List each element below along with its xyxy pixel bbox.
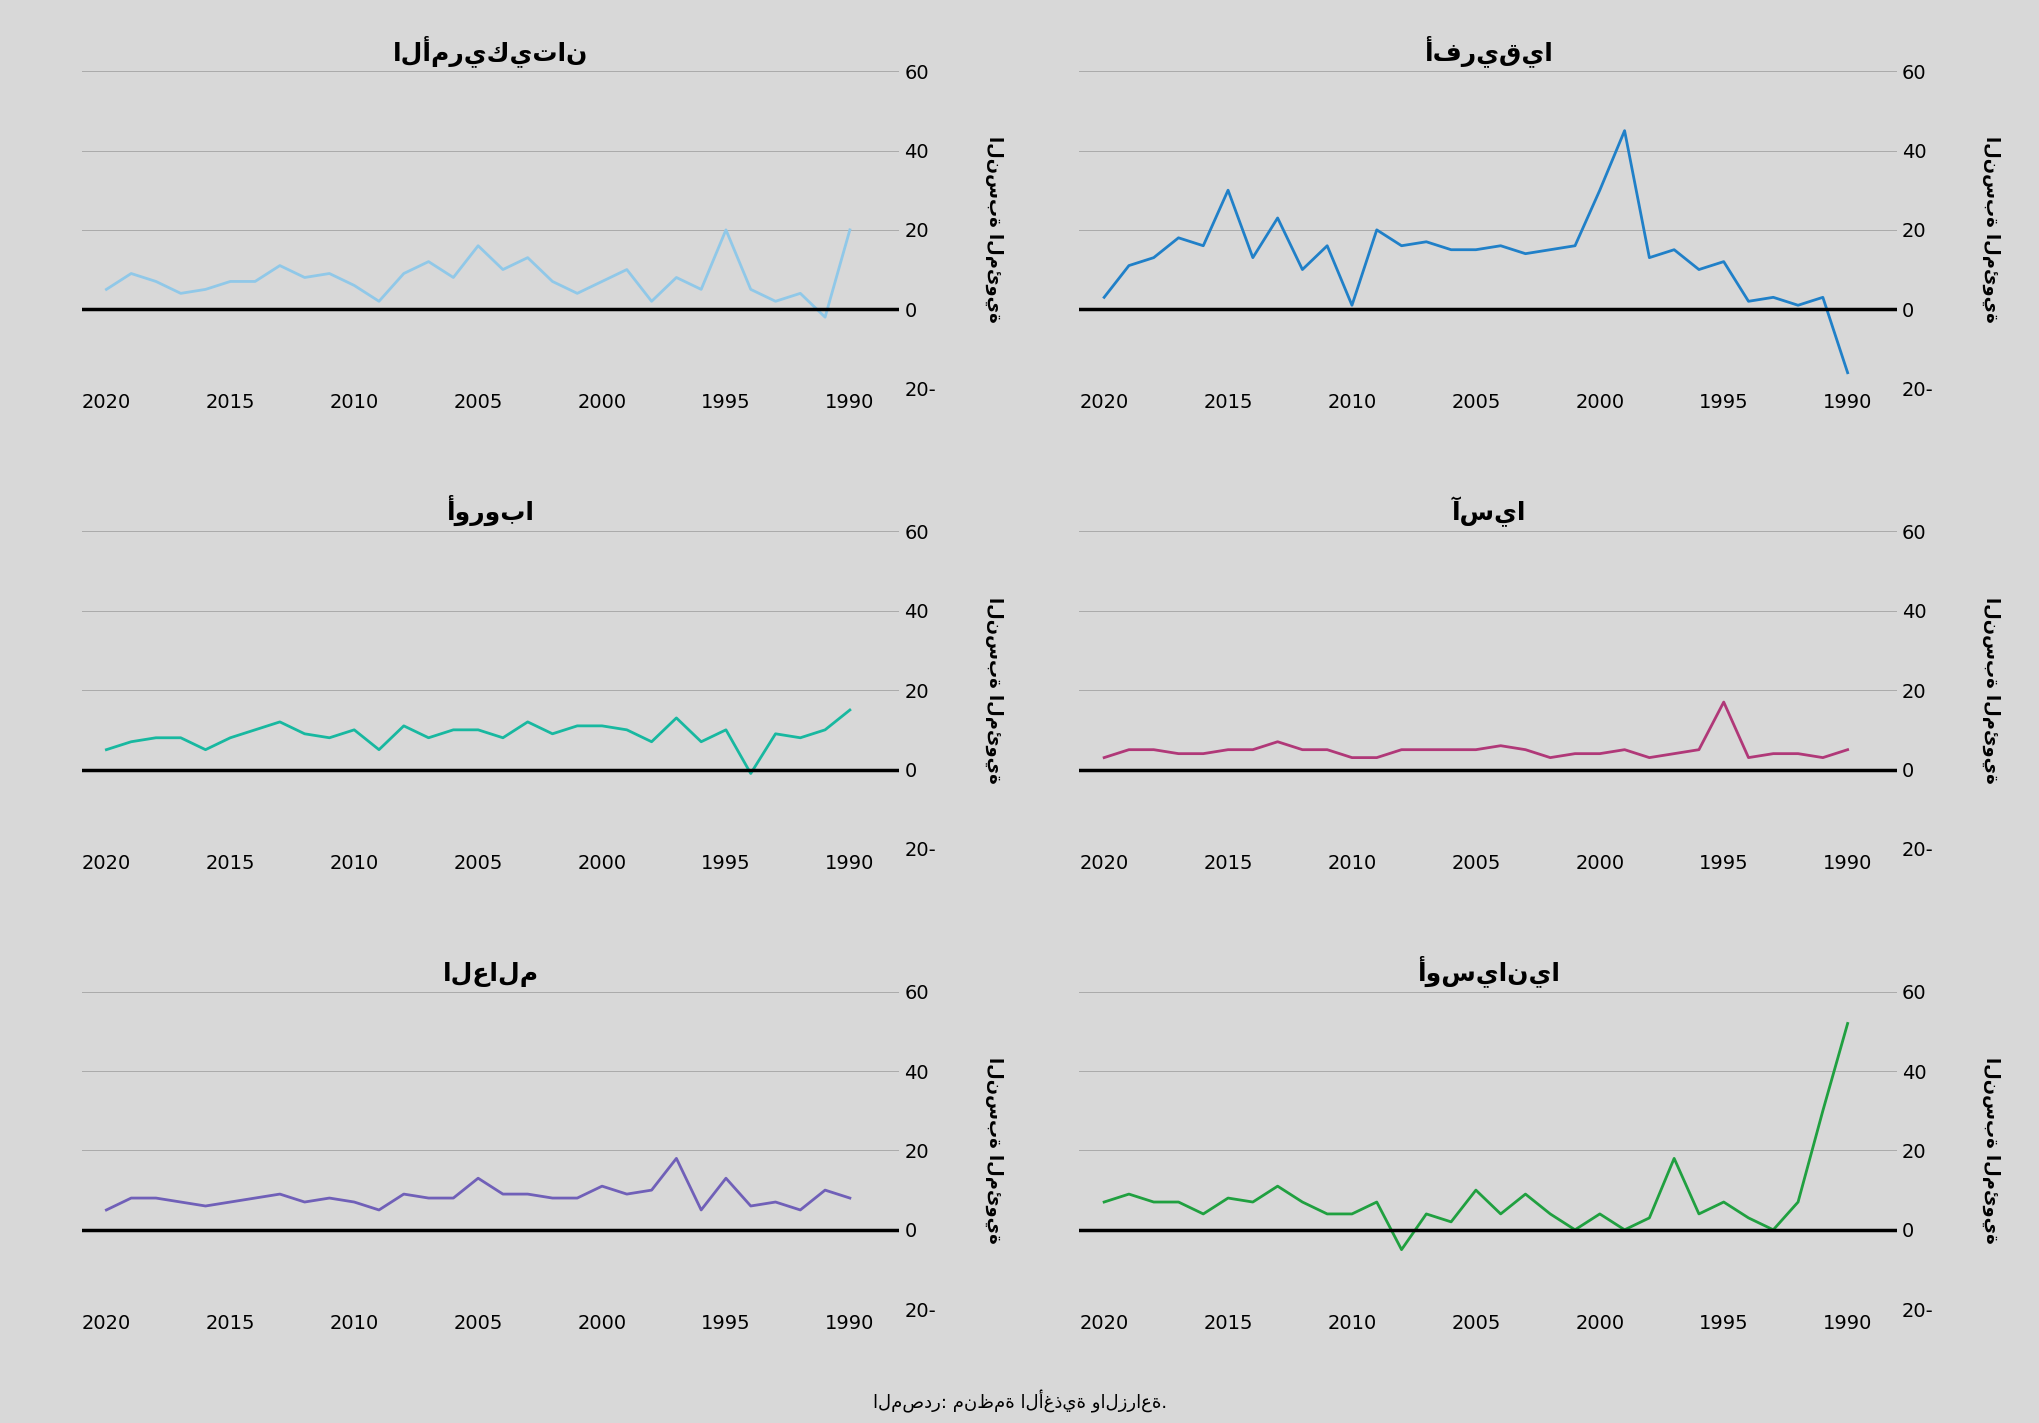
Title: العالم: العالم bbox=[442, 962, 538, 986]
Title: أوسيانيا: أوسيانيا bbox=[1417, 956, 1560, 988]
Title: آسيا: آسيا bbox=[1450, 497, 1525, 527]
Title: أفريقيا: أفريقيا bbox=[1423, 36, 1552, 67]
Y-axis label: النسبة المئوية: النسبة المئوية bbox=[985, 1057, 1003, 1244]
Title: الأمريكيتان: الأمريكيتان bbox=[394, 36, 587, 67]
Y-axis label: النسبة المئوية: النسبة المئوية bbox=[985, 596, 1003, 784]
Y-axis label: النسبة المئوية: النسبة المئوية bbox=[1982, 596, 2000, 784]
Y-axis label: النسبة المئوية: النسبة المئوية bbox=[985, 137, 1003, 323]
Title: أوروبا: أوروبا bbox=[447, 495, 534, 527]
Text: المصدر: منظمة الأغذية والزراعة.: المصدر: منظمة الأغذية والزراعة. bbox=[873, 1390, 1166, 1413]
Y-axis label: النسبة المئوية: النسبة المئوية bbox=[1982, 137, 2000, 323]
Y-axis label: النسبة المئوية: النسبة المئوية bbox=[1982, 1057, 2000, 1244]
